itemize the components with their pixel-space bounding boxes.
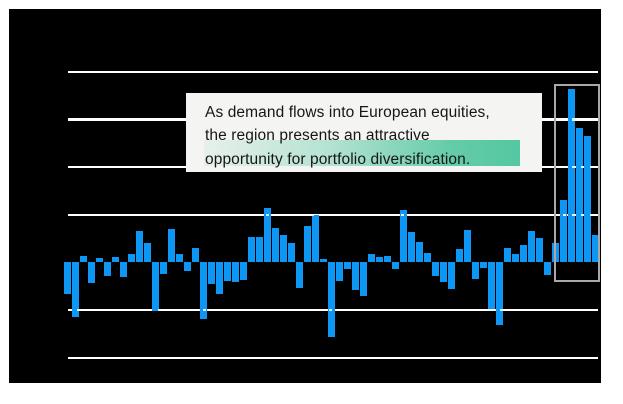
bar xyxy=(320,258,328,262)
bar xyxy=(296,261,304,288)
bar xyxy=(144,242,152,262)
bar xyxy=(232,261,240,282)
bar xyxy=(152,261,160,311)
bar xyxy=(456,248,464,262)
bar xyxy=(272,227,280,262)
annotation-text-highlight xyxy=(204,140,520,166)
bar xyxy=(504,247,512,262)
bar xyxy=(496,261,504,325)
annotation-callout: As demand flows into European equities, … xyxy=(186,93,542,172)
bar xyxy=(104,261,112,276)
bar xyxy=(136,230,144,262)
bar xyxy=(336,261,344,281)
bar xyxy=(568,88,576,262)
bar xyxy=(544,261,552,275)
bar xyxy=(96,257,104,262)
bar xyxy=(176,253,184,262)
bar xyxy=(328,261,336,337)
bar xyxy=(240,261,248,280)
bar xyxy=(360,261,368,296)
bar xyxy=(592,234,600,262)
bar xyxy=(520,244,528,262)
bar xyxy=(160,261,168,274)
bar xyxy=(392,261,400,269)
bar xyxy=(64,261,72,294)
bar xyxy=(536,237,544,262)
bar xyxy=(488,261,496,309)
bar xyxy=(432,261,440,276)
bar xyxy=(352,261,360,290)
bar xyxy=(424,252,432,262)
bar xyxy=(576,127,584,262)
bar xyxy=(368,253,376,262)
bar xyxy=(248,236,256,262)
bar xyxy=(120,261,128,277)
bar xyxy=(448,261,456,289)
bar xyxy=(208,261,216,284)
gridline-dotted-over-bars xyxy=(68,356,598,360)
bar xyxy=(528,230,536,262)
gridline-dotted-over-bars xyxy=(68,309,598,312)
bar xyxy=(304,225,312,262)
bar xyxy=(584,135,592,262)
bar xyxy=(416,241,424,262)
bar xyxy=(216,261,224,294)
bar xyxy=(192,247,200,262)
bar xyxy=(200,261,208,319)
annotation-line-3-highlighted: opportunity for portfolio diversificatio… xyxy=(205,150,471,168)
bar xyxy=(480,261,488,268)
bar xyxy=(464,229,472,262)
bar xyxy=(80,255,88,262)
bar xyxy=(168,228,176,262)
bar xyxy=(472,261,480,279)
gridline-dotted-over-bars xyxy=(68,213,598,216)
bar xyxy=(256,236,264,262)
bar xyxy=(400,209,408,262)
bar xyxy=(184,261,192,271)
bar xyxy=(112,256,120,262)
bar xyxy=(224,261,232,281)
bar xyxy=(440,261,448,282)
bar xyxy=(384,255,392,262)
bar xyxy=(376,256,384,262)
bar xyxy=(344,261,352,269)
highlight-rect-annotation xyxy=(554,84,600,282)
bar xyxy=(88,261,96,283)
annotation-line-2: the region presents an attractive xyxy=(205,127,430,145)
bar xyxy=(264,207,272,262)
chart-canvas: As demand flows into European equities, … xyxy=(9,9,601,383)
bar xyxy=(408,231,416,262)
gridline-dotted-over-bars xyxy=(68,70,598,73)
bar xyxy=(72,261,80,317)
bar xyxy=(312,214,320,262)
bar xyxy=(560,199,568,262)
bar xyxy=(288,242,296,262)
bar xyxy=(280,234,288,262)
bar xyxy=(128,253,136,262)
annotation-line-1: As demand flows into European equities, xyxy=(205,104,490,121)
bar xyxy=(512,253,520,262)
annotation-text: As demand flows into European equities, … xyxy=(186,93,542,171)
